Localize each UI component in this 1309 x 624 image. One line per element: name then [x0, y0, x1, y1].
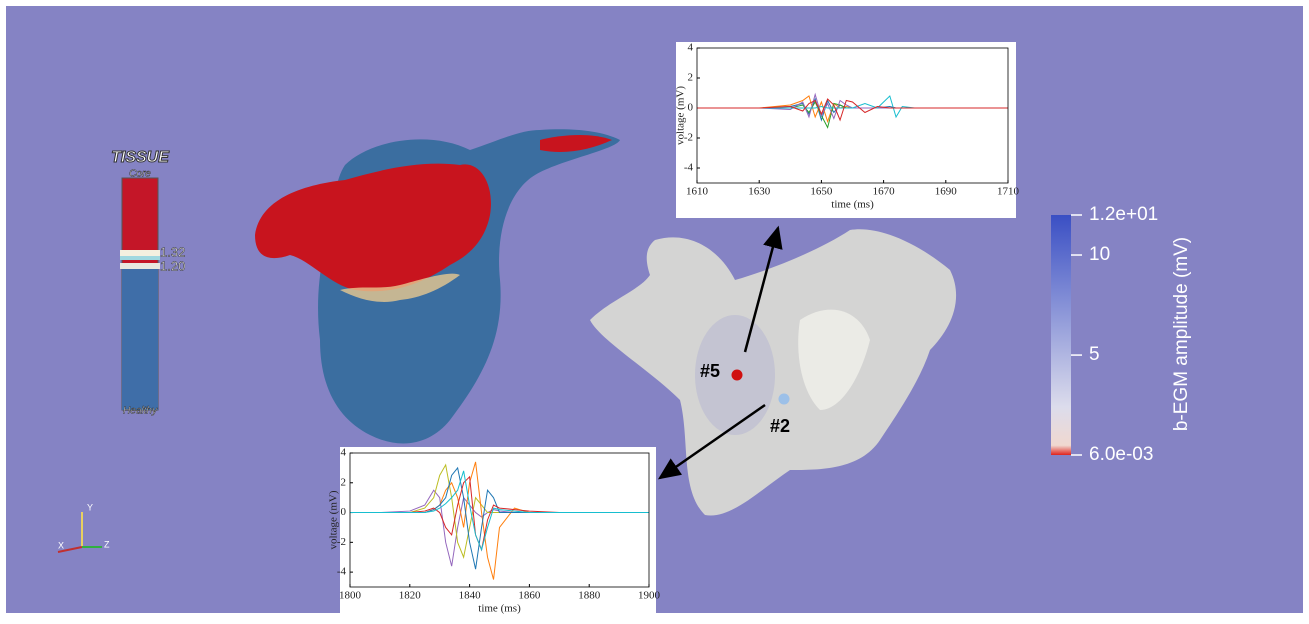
- marker-label: #5: [700, 361, 720, 381]
- probe-point: [732, 370, 743, 381]
- colorbar-tick-label: 10: [1089, 244, 1110, 265]
- legend-band: [120, 250, 160, 256]
- y-axis-label: voltage (mV): [675, 86, 687, 145]
- screen: #5 #2 TISSUE Core Healthy 1.32 1.20 Y X …: [0, 0, 1309, 619]
- legend-label: 1.32: [160, 244, 185, 259]
- x-tick-label: 1840: [459, 590, 482, 602]
- colorbar-tick-label: 5: [1089, 344, 1100, 365]
- legend-title: TISSUE: [111, 149, 170, 166]
- y-tick-label: 4: [688, 42, 694, 54]
- axis-label: Y: [87, 502, 93, 512]
- y-tick-label: 4: [341, 447, 347, 459]
- y-tick-label: 2: [688, 72, 694, 84]
- x-tick-label: 1690: [935, 186, 958, 198]
- x-axis-label: time (ms): [478, 603, 521, 615]
- legend-label: Core: [129, 169, 151, 180]
- x-tick-label: 1800: [339, 590, 362, 602]
- x-tick-label: 1630: [748, 186, 771, 198]
- x-tick-label: 1880: [578, 590, 601, 602]
- y-tick-label: 0: [341, 506, 347, 518]
- legend-label: 1.20: [160, 258, 185, 273]
- legend-band: [120, 256, 160, 260]
- x-tick-label: 1710: [997, 186, 1020, 198]
- x-tick-label: 1610: [686, 186, 709, 198]
- y-tick-label: 2: [341, 476, 347, 488]
- probe-point: [779, 394, 790, 405]
- legend-label: Healthy: [123, 406, 158, 417]
- x-tick-label: 1860: [518, 590, 541, 602]
- x-tick-label: 1820: [399, 590, 422, 602]
- axis-label: Z: [104, 539, 110, 549]
- y-tick-label: -4: [684, 162, 694, 174]
- x-tick-label: 1670: [873, 186, 896, 198]
- y-tick-label: 0: [688, 102, 694, 114]
- colorbar-tick-label: 1.2e+01: [1089, 204, 1158, 225]
- chart-background: [340, 447, 656, 619]
- x-axis-label: time (ms): [831, 199, 874, 211]
- colorbar-tick-label: 6.0e-03: [1089, 444, 1153, 465]
- y-tick-label: -4: [337, 566, 347, 578]
- legend-band: [120, 263, 160, 269]
- marker-label: #2: [770, 416, 790, 436]
- x-tick-label: 1900: [638, 590, 661, 602]
- legend-bar-healthy: [122, 265, 158, 410]
- y-axis-label: voltage (mV): [328, 490, 340, 549]
- chart-background: [676, 42, 1016, 218]
- colorbar-gradient: [1051, 215, 1071, 455]
- x-tick-label: 1650: [810, 186, 833, 198]
- colorbar-title: b-EGM amplitude (mV): [1171, 237, 1192, 431]
- axis-label: X: [58, 540, 64, 550]
